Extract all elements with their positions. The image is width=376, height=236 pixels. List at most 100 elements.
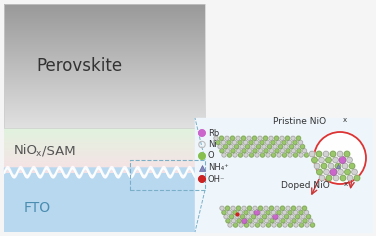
Circle shape [299, 153, 303, 157]
Bar [4, 68, 205, 69]
Circle shape [233, 210, 237, 215]
Circle shape [316, 151, 322, 157]
Bar [4, 14, 205, 15]
Bar [4, 85, 205, 86]
Circle shape [282, 210, 287, 215]
Circle shape [345, 169, 350, 175]
Circle shape [229, 215, 233, 219]
Circle shape [221, 140, 226, 144]
Circle shape [274, 136, 279, 140]
Circle shape [260, 140, 264, 144]
Bar [4, 11, 205, 12]
Bar [4, 106, 205, 107]
Bar [4, 128, 205, 129]
Circle shape [222, 153, 226, 157]
Circle shape [314, 132, 366, 184]
Circle shape [264, 149, 268, 153]
Circle shape [340, 175, 346, 181]
Circle shape [233, 153, 237, 157]
Circle shape [247, 206, 252, 210]
Circle shape [288, 210, 292, 215]
Bar [4, 164, 205, 165]
Circle shape [297, 219, 302, 223]
Circle shape [333, 175, 339, 181]
Circle shape [284, 215, 289, 219]
Circle shape [337, 151, 343, 157]
Circle shape [261, 210, 265, 215]
Bar [4, 120, 205, 121]
Circle shape [225, 136, 229, 140]
Bar [4, 124, 205, 125]
Bar [4, 25, 205, 26]
Circle shape [266, 153, 270, 157]
Bar [4, 7, 205, 8]
Bar [4, 122, 205, 123]
Bar [4, 88, 205, 89]
Bar [4, 32, 205, 33]
Bar [4, 131, 205, 132]
Circle shape [312, 157, 317, 163]
Bar [4, 19, 205, 20]
Text: Rb: Rb [208, 128, 219, 138]
Bar [4, 112, 205, 113]
Circle shape [224, 215, 228, 219]
Bar [4, 48, 205, 49]
Circle shape [267, 223, 271, 227]
Bar [4, 57, 205, 58]
Bar [4, 168, 205, 169]
Bar [4, 129, 205, 130]
Bar [4, 141, 205, 142]
Bar [4, 166, 205, 167]
Bar [4, 140, 205, 141]
Bar [4, 8, 205, 9]
Circle shape [291, 149, 296, 153]
Bar [4, 49, 205, 50]
Circle shape [231, 206, 235, 210]
Circle shape [238, 153, 243, 157]
Circle shape [282, 140, 286, 144]
Circle shape [256, 144, 261, 149]
Bar [4, 79, 205, 80]
Bar [4, 4, 205, 128]
Circle shape [225, 149, 230, 153]
Circle shape [249, 140, 253, 144]
Circle shape [339, 157, 346, 163]
Bar [4, 16, 205, 17]
Circle shape [344, 151, 350, 157]
Bar [4, 142, 205, 143]
Circle shape [248, 219, 252, 223]
Circle shape [268, 215, 272, 219]
Circle shape [199, 153, 205, 159]
Circle shape [246, 144, 250, 149]
Bar [4, 21, 205, 22]
Bar [4, 46, 205, 47]
Bar [4, 138, 205, 139]
Bar [4, 23, 205, 24]
Bar [4, 86, 205, 87]
Circle shape [240, 215, 245, 219]
Bar [4, 147, 205, 148]
Bar [4, 9, 205, 10]
Bar [4, 73, 205, 74]
Bar [4, 63, 205, 64]
Bar [4, 38, 205, 39]
Circle shape [290, 215, 294, 219]
Bar [4, 62, 205, 63]
Circle shape [233, 223, 238, 227]
Bar [4, 104, 205, 105]
Bar [4, 50, 205, 51]
Circle shape [231, 149, 235, 153]
Bar [4, 94, 205, 95]
Bar [4, 82, 205, 83]
Bar [4, 171, 205, 172]
Circle shape [249, 153, 253, 157]
Bar [4, 97, 205, 98]
Text: x: x [36, 149, 41, 158]
Circle shape [262, 144, 266, 149]
Circle shape [299, 140, 303, 144]
Circle shape [261, 153, 265, 157]
Bar [4, 98, 205, 99]
Circle shape [227, 210, 232, 215]
Circle shape [255, 210, 259, 215]
Circle shape [252, 136, 256, 140]
